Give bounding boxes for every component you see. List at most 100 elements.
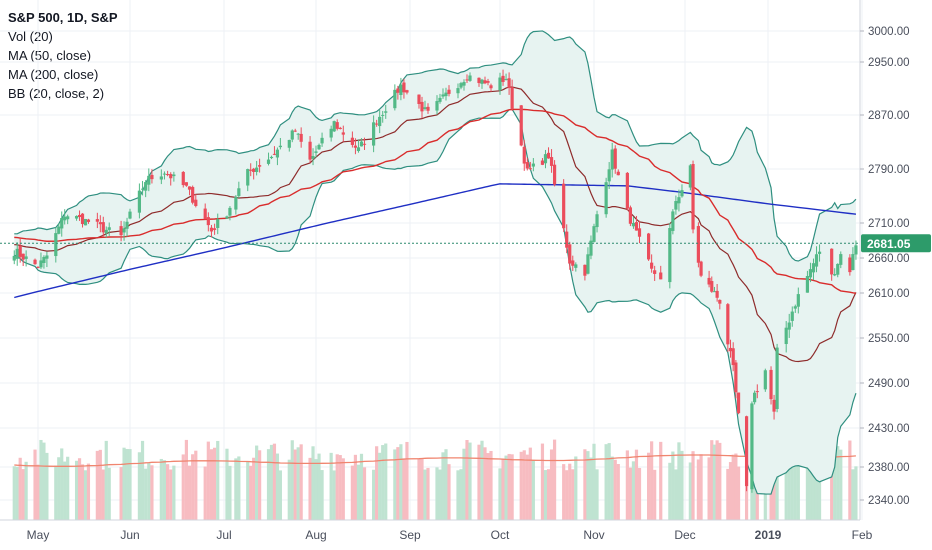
candle-body <box>836 263 840 275</box>
candle-body <box>715 290 719 298</box>
volume-bar <box>839 449 843 520</box>
candle-body <box>504 79 508 81</box>
candle-body <box>375 123 379 125</box>
volume-bar <box>426 467 430 520</box>
last-price-label: 2681.05 <box>867 237 911 251</box>
candle-body <box>83 218 88 226</box>
volume-bar <box>147 462 151 520</box>
volume-bar <box>181 454 185 520</box>
legend-volume: Vol (20) <box>8 29 53 44</box>
candle-body <box>98 222 102 225</box>
volume-bar <box>796 449 800 520</box>
volume-bar <box>39 439 43 520</box>
volume-bar <box>338 455 342 520</box>
volume-bar <box>320 470 324 520</box>
volume-bar <box>399 444 403 520</box>
candle-body <box>228 207 232 216</box>
volume-bar <box>184 439 188 520</box>
volume-bar <box>790 441 794 520</box>
volume-bar <box>299 444 303 520</box>
volume-bar <box>483 447 487 520</box>
volume-bar <box>613 459 617 520</box>
candle-body <box>137 190 141 213</box>
volume-bar <box>504 455 508 520</box>
candle-body <box>258 165 262 167</box>
candle-body <box>546 152 551 159</box>
candle-body <box>104 229 108 234</box>
volume-bar <box>710 440 714 520</box>
volume-bar <box>549 449 554 520</box>
volume-bar <box>381 445 385 520</box>
x-tick-label: Nov <box>583 528 604 542</box>
candle-body <box>36 266 40 269</box>
volume-bar <box>314 459 318 520</box>
candle-body <box>753 392 757 403</box>
volume-bar <box>45 452 49 520</box>
candle-body <box>278 145 282 148</box>
candle-body <box>653 270 657 274</box>
candle-body <box>674 201 678 210</box>
candle-body <box>335 122 339 129</box>
volume-bar <box>438 469 442 520</box>
volume-bar <box>459 469 463 520</box>
volume-bar <box>335 454 339 520</box>
candle-body <box>299 133 303 142</box>
candle-body <box>378 116 382 127</box>
candle-body <box>696 226 700 263</box>
volume-bar <box>125 448 129 520</box>
volume-bar <box>83 470 88 520</box>
candle-body <box>805 275 810 293</box>
volume-bar <box>372 469 376 520</box>
volume-bar <box>107 467 111 520</box>
volume-bar <box>552 439 557 520</box>
volume-bar <box>159 458 163 520</box>
y-tick-label: 2380.00 <box>868 462 910 474</box>
volume-bar <box>462 448 466 520</box>
volume-bar <box>402 458 406 520</box>
volume-bar <box>191 454 195 520</box>
volume-bar <box>568 463 572 520</box>
candle-body <box>647 233 651 260</box>
candle-body <box>144 182 148 191</box>
volume-bar <box>266 449 271 520</box>
candle-body <box>24 256 28 259</box>
candle-body <box>350 137 354 145</box>
candle-body <box>150 174 154 180</box>
y-tick-label: 2550.00 <box>868 333 910 345</box>
volume-bar <box>728 462 733 520</box>
candle-body <box>39 260 43 268</box>
volume-bar <box>237 456 241 520</box>
candle-body <box>57 226 61 234</box>
candle-body <box>571 260 575 266</box>
candle-body <box>854 245 858 255</box>
candle-body <box>338 127 342 130</box>
volume-bar <box>736 466 741 520</box>
candle-body <box>15 248 19 259</box>
candle-body <box>317 144 321 150</box>
candle-body <box>293 130 297 132</box>
candle-body <box>54 233 58 257</box>
candle-body <box>441 94 445 97</box>
volume-bar <box>589 457 593 520</box>
candle-body <box>86 219 91 222</box>
volume-bar <box>531 459 535 520</box>
volume-bar <box>510 454 514 520</box>
volume-bar <box>814 442 819 520</box>
candle-body <box>607 169 611 182</box>
candle-body <box>784 327 788 345</box>
volume-bar <box>650 441 654 520</box>
candle-body <box>718 299 722 304</box>
volume-bar <box>203 466 207 520</box>
volume-bar <box>74 460 79 520</box>
candle-body <box>191 186 195 203</box>
volume-bar <box>586 451 590 520</box>
y-tick-label: 2430.00 <box>868 423 910 435</box>
candle-body <box>710 281 714 292</box>
volume-bar <box>811 451 816 520</box>
candle-body <box>359 141 364 147</box>
candle-body <box>586 254 590 274</box>
volume-bar <box>287 459 291 520</box>
candle-body <box>628 207 632 224</box>
candle-body <box>314 151 318 153</box>
